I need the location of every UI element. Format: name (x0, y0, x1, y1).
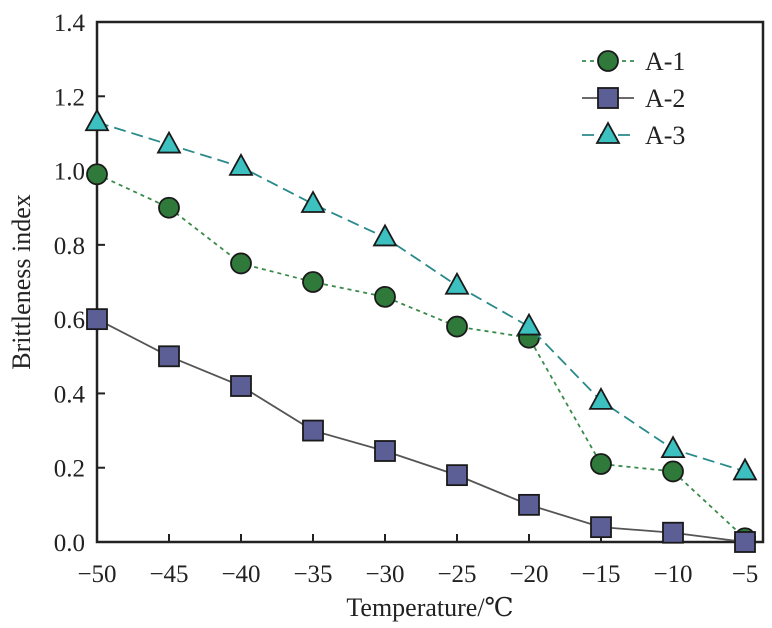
legend-marker (595, 121, 621, 144)
y-tick-label: 0.0 (54, 530, 85, 557)
data-point (446, 315, 468, 338)
x-axis-label: Temperature/℃ (346, 593, 513, 622)
legend-item-A-3: A-3 (582, 121, 685, 150)
data-point (662, 521, 684, 544)
data-point (158, 345, 180, 368)
legend-label: A-1 (645, 47, 685, 76)
data-point (516, 312, 542, 336)
series-line (96, 121, 746, 473)
data-point (588, 386, 614, 410)
legend-marker (597, 50, 619, 72)
data-point (302, 419, 324, 442)
data-point (662, 460, 684, 483)
data-point (158, 196, 180, 219)
legend-item-A-1: A-1 (582, 47, 685, 76)
data-point (590, 453, 612, 475)
data-point (230, 375, 252, 397)
data-point (374, 285, 396, 308)
data-point (300, 190, 326, 213)
data-point (660, 435, 686, 459)
y-tick-label: 0.2 (54, 456, 85, 483)
x-tick-label: −20 (509, 561, 548, 588)
data-point (228, 152, 254, 176)
data-point (156, 130, 182, 154)
data-point (732, 457, 758, 481)
data-point (446, 464, 468, 487)
x-tick-label: −45 (149, 561, 188, 588)
x-tick-label: −5 (732, 561, 759, 588)
x-tick-label: −25 (437, 561, 476, 588)
y-tick-label: 0.8 (54, 233, 85, 260)
data-point (86, 163, 108, 186)
data-point (374, 440, 396, 462)
data-point (734, 531, 756, 553)
legend-label: A-2 (645, 84, 685, 113)
data-point (302, 271, 324, 293)
x-tick-label: −35 (293, 561, 332, 588)
plot-frame (95, 20, 765, 544)
series-A-3 (84, 108, 758, 481)
series-line (96, 318, 746, 543)
y-tick-label: 0.4 (54, 381, 86, 408)
x-tick-label: −10 (653, 561, 692, 588)
legend-item-A-2: A-2 (582, 84, 685, 113)
x-tick-label: −30 (365, 561, 404, 588)
y-tick-label: 0.6 (54, 307, 85, 334)
legend-marker (597, 87, 619, 109)
series-A-2 (86, 308, 756, 553)
y-tick-label: 1.4 (54, 10, 86, 37)
data-point (444, 271, 470, 295)
data-point (590, 516, 612, 539)
x-tick-label: −15 (581, 561, 620, 588)
y-tick-label: 1.2 (54, 84, 85, 111)
data-point (518, 493, 540, 516)
series-line (96, 173, 746, 539)
x-tick-label: −40 (221, 561, 260, 588)
y-tick-label: 1.0 (54, 159, 85, 186)
y-axis-label: Brittleness index (7, 194, 36, 369)
x-tick-label: −50 (77, 561, 116, 588)
legend-label: A-3 (645, 121, 685, 150)
data-point (84, 108, 110, 132)
data-point (86, 308, 108, 331)
data-point (372, 223, 398, 247)
data-point (230, 252, 252, 275)
series-A-1 (86, 163, 756, 550)
